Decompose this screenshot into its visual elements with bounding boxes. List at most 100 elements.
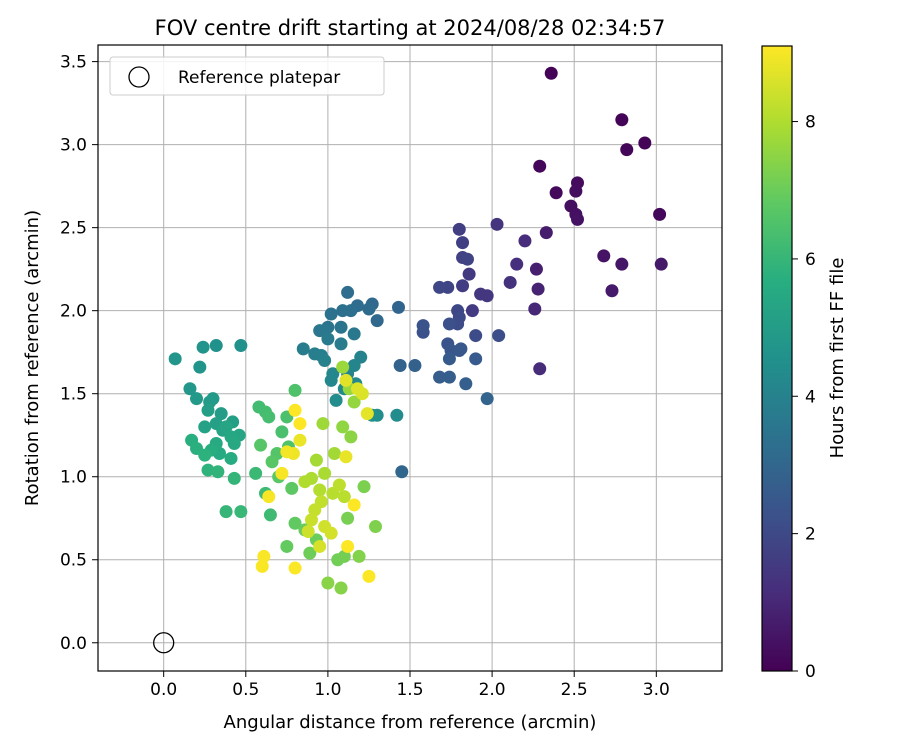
legend-box [109,56,385,96]
data-point [254,438,268,452]
data-point [234,339,248,353]
data-point [390,408,404,422]
data-point [529,262,543,276]
data-point [442,352,456,366]
colorbar-tick-label: 0 [805,662,816,682]
data-point [433,280,447,294]
data-point [198,448,212,462]
data-point [193,360,207,374]
data-point [201,403,215,417]
colorbar-tick-label: 8 [805,113,816,133]
data-point [393,358,407,372]
data-point [362,302,376,316]
data-point [324,307,338,321]
data-point [433,370,447,384]
colorbar-tick-label: 4 [805,387,816,407]
scatter-points [168,66,668,595]
data-point [227,471,241,485]
colorbar-tick-label: 2 [805,525,816,545]
data-point [615,257,629,271]
x-axis-label: Angular distance from reference (arcmin) [224,712,597,733]
data-point [456,279,470,293]
data-point [183,382,197,396]
x-tick-label: 0.5 [232,680,259,700]
data-point [454,342,468,356]
data-point [332,478,346,492]
data-point [347,327,361,341]
data-point [219,420,233,434]
colorbar: 0 2 4 6 8 Hours from first FF file [761,45,848,682]
data-point [334,320,348,334]
data-point [369,520,383,534]
legend: Reference platepar [109,56,385,96]
y-tick-label: 2.5 [60,219,87,239]
data-point [469,329,483,343]
plot-frame [97,44,723,672]
data-point [293,417,307,431]
data-point [262,410,276,424]
data-point [263,508,277,522]
data-point [234,505,248,519]
data-point [257,549,271,563]
data-point [214,407,228,421]
data-point [168,352,182,366]
data-point [324,526,338,540]
data-point [480,392,494,406]
data-point [456,236,470,250]
data-point [209,339,223,353]
grid [98,45,722,671]
x-tick-label: 1.0 [314,680,341,700]
data-point [549,186,563,200]
data-point [370,314,384,328]
data-point [569,184,583,198]
data-point [442,317,456,331]
x-tick-label: 0.0 [150,680,177,700]
data-point [301,525,315,539]
colorbar-gradient [761,45,793,672]
data-point [309,453,323,467]
data-point [219,505,233,519]
data-point [318,353,332,367]
data-point [653,207,667,221]
data-point [275,466,289,480]
data-point [459,377,473,391]
data-point [249,466,263,480]
data-point [638,136,652,150]
data-point [395,465,409,479]
data-point [620,143,634,157]
data-point [350,382,364,396]
data-point [293,433,307,447]
data-point [392,300,406,314]
x-tick-label: 2.0 [479,680,506,700]
data-point [341,511,355,525]
data-point [329,393,343,407]
data-point [327,446,341,460]
x-axis-ticks: 0.0 0.5 1.0 1.5 2.0 2.5 3.0 [150,671,670,700]
reference-platepar-marker [153,632,175,654]
data-point [262,490,276,504]
data-point [336,420,350,434]
data-point [227,437,241,451]
data-point [288,561,302,575]
data-point [347,358,361,372]
data-point [255,559,269,573]
data-point [492,329,506,343]
data-point [336,360,350,374]
data-point [334,581,348,595]
data-point [615,113,629,127]
data-point [360,407,374,421]
y-tick-label: 1.0 [60,468,87,488]
data-point [533,362,547,376]
data-point [321,576,335,590]
data-point [285,481,299,495]
data-point [324,373,338,387]
data-point [337,490,351,504]
data-point [313,539,327,553]
data-point [190,392,204,406]
data-point [304,513,318,527]
data-point [201,463,215,477]
data-point [605,284,619,298]
data-point [465,304,479,318]
data-point [288,516,302,530]
